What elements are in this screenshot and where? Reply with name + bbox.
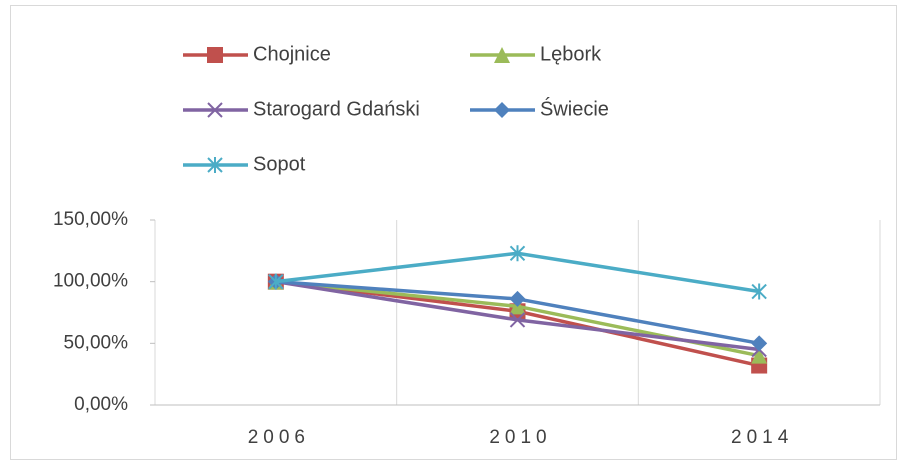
marker	[509, 312, 526, 328]
marker-shape	[751, 347, 768, 364]
x-tick-label: 2014	[731, 427, 793, 448]
marker	[509, 290, 526, 307]
marker-shape	[509, 245, 526, 262]
marker-shape	[509, 290, 526, 307]
marker	[751, 283, 767, 300]
legend-label: Starogard Gdański	[253, 98, 420, 120]
marker	[494, 47, 510, 63]
y-tick-label: 50,00%	[64, 332, 129, 353]
legend-label: Lębork	[540, 43, 602, 65]
marker-shape	[509, 312, 526, 328]
marker-shape	[494, 102, 510, 118]
marker-shape	[494, 47, 510, 63]
marker	[207, 47, 223, 63]
y-tick-label: 0,00%	[74, 394, 128, 415]
chart-border	[10, 5, 897, 460]
marker-shape	[751, 283, 767, 300]
marker	[751, 335, 768, 352]
marker-shape	[207, 47, 223, 63]
legend-label: Sopot	[253, 153, 306, 175]
marker	[268, 273, 284, 290]
marker-shape	[751, 335, 768, 352]
marker-shape	[207, 157, 223, 173]
marker	[494, 102, 510, 118]
marker	[207, 157, 223, 173]
marker	[751, 347, 768, 364]
marker	[509, 245, 526, 262]
legend-label: Chojnice	[253, 43, 331, 65]
legend-label: Świecie	[540, 96, 609, 120]
y-tick-label: 150,00%	[53, 209, 128, 230]
marker-shape	[268, 273, 284, 290]
x-tick-label: 2006	[248, 427, 310, 448]
marker	[207, 102, 223, 118]
y-tick-label: 100,00%	[53, 271, 128, 292]
x-tick-label: 2010	[489, 427, 551, 448]
marker-shape	[207, 102, 223, 118]
